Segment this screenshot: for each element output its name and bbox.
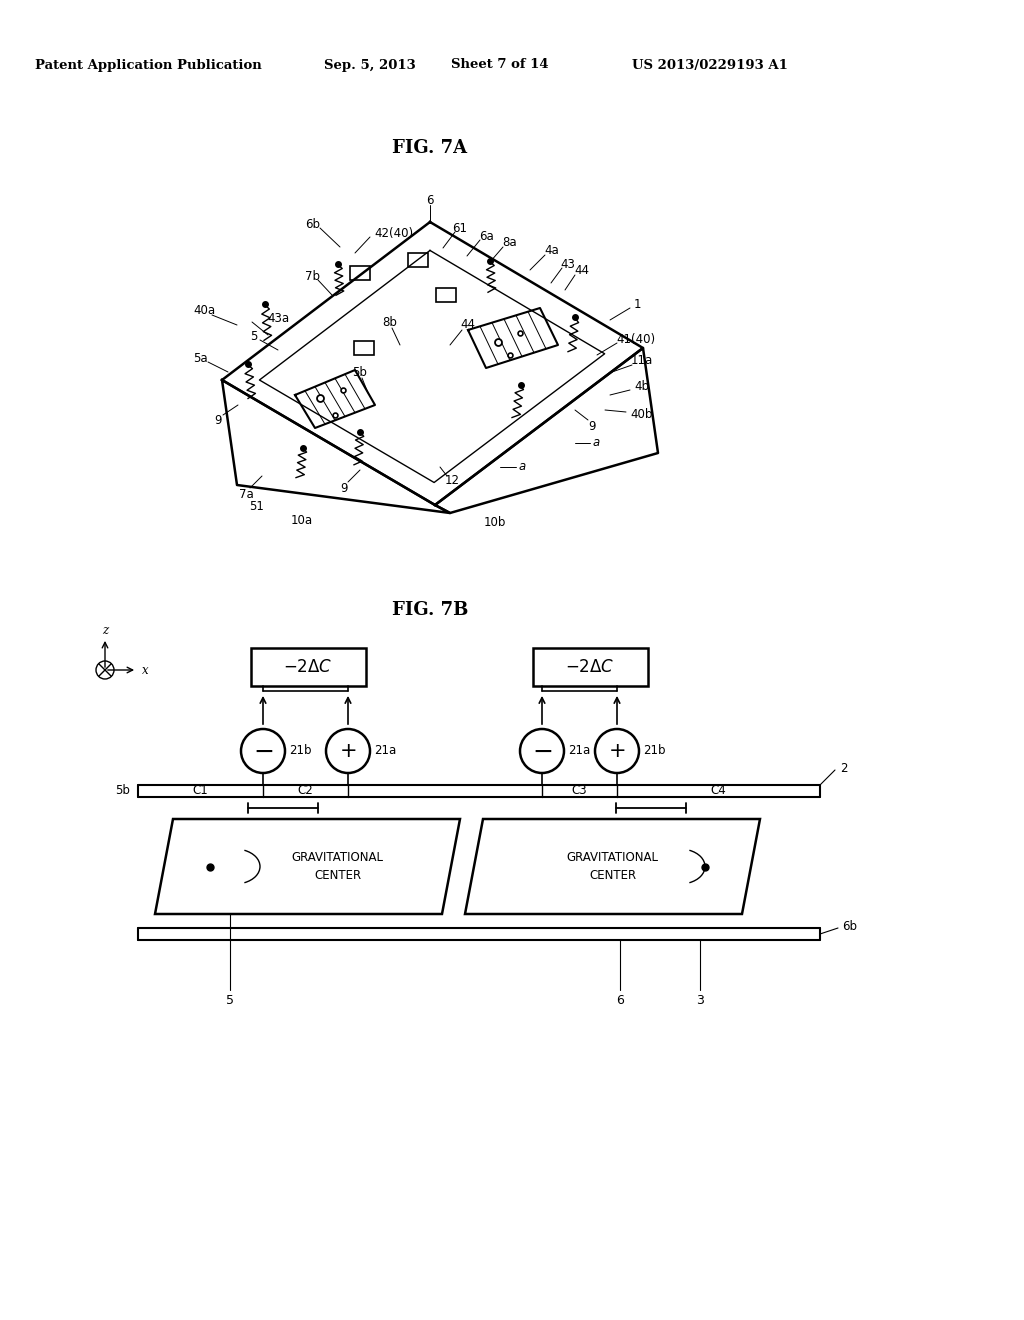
Text: CENTER: CENTER xyxy=(314,869,361,882)
Text: 10a: 10a xyxy=(291,513,313,527)
Text: z: z xyxy=(101,623,109,636)
Text: 4b: 4b xyxy=(635,380,649,393)
Text: a: a xyxy=(518,461,525,474)
Text: 3: 3 xyxy=(696,994,703,1006)
Text: 21b: 21b xyxy=(289,744,311,758)
Text: $-$: $-$ xyxy=(531,739,552,763)
Text: 44: 44 xyxy=(461,318,475,331)
Text: 42(40): 42(40) xyxy=(375,227,414,239)
Text: 21b: 21b xyxy=(643,744,666,758)
Text: 9: 9 xyxy=(588,420,596,433)
Text: 43a: 43a xyxy=(267,312,289,325)
Text: 40a: 40a xyxy=(193,305,215,318)
Text: 12: 12 xyxy=(444,474,460,487)
Text: $+$: $+$ xyxy=(608,741,626,762)
Text: 6: 6 xyxy=(426,194,434,206)
Text: 9: 9 xyxy=(214,414,222,428)
Text: C1: C1 xyxy=(193,784,208,797)
Text: 7a: 7a xyxy=(239,487,253,500)
Text: 21a: 21a xyxy=(568,744,590,758)
Text: 10b: 10b xyxy=(483,516,506,528)
Text: 43: 43 xyxy=(560,257,575,271)
Text: 51: 51 xyxy=(250,499,264,512)
Text: 41(40): 41(40) xyxy=(616,333,655,346)
Text: $+$: $+$ xyxy=(339,741,356,762)
Text: 7b: 7b xyxy=(304,269,319,282)
Text: 40b: 40b xyxy=(631,408,653,421)
Text: C3: C3 xyxy=(571,784,588,797)
Text: 2: 2 xyxy=(840,762,848,775)
Text: $-2\Delta C$: $-2\Delta C$ xyxy=(565,657,614,676)
Text: C2: C2 xyxy=(298,784,313,797)
Text: 6b: 6b xyxy=(305,218,321,231)
Text: 5: 5 xyxy=(226,994,234,1006)
Text: 9: 9 xyxy=(340,482,348,495)
Text: GRAVITATIONAL: GRAVITATIONAL xyxy=(566,851,658,865)
Text: 6: 6 xyxy=(616,994,624,1006)
Text: 5b: 5b xyxy=(352,367,368,380)
Text: 5a: 5a xyxy=(193,351,207,364)
Text: 11a: 11a xyxy=(631,355,653,367)
Text: Patent Application Publication: Patent Application Publication xyxy=(35,58,261,71)
Text: 6b: 6b xyxy=(842,920,857,932)
Text: 1: 1 xyxy=(633,298,641,312)
Text: $-$: $-$ xyxy=(253,739,273,763)
Text: 6a: 6a xyxy=(479,230,495,243)
Text: FIG. 7B: FIG. 7B xyxy=(392,601,468,619)
Text: 8a: 8a xyxy=(503,236,517,249)
Text: CENTER: CENTER xyxy=(589,869,636,882)
Text: 4a: 4a xyxy=(545,244,559,257)
Text: 5b: 5b xyxy=(115,784,130,797)
Text: C4: C4 xyxy=(711,784,726,797)
Text: Sep. 5, 2013: Sep. 5, 2013 xyxy=(325,58,416,71)
Text: 21a: 21a xyxy=(374,744,396,758)
Text: x: x xyxy=(141,664,148,676)
Text: a: a xyxy=(592,437,600,450)
Text: 61: 61 xyxy=(453,222,468,235)
Text: FIG. 7A: FIG. 7A xyxy=(392,139,468,157)
Text: 8b: 8b xyxy=(383,317,397,330)
Text: 44: 44 xyxy=(574,264,590,277)
Text: US 2013/0229193 A1: US 2013/0229193 A1 xyxy=(632,58,787,71)
Text: Sheet 7 of 14: Sheet 7 of 14 xyxy=(452,58,549,71)
Text: GRAVITATIONAL: GRAVITATIONAL xyxy=(292,851,384,865)
Text: 5: 5 xyxy=(250,330,258,342)
Text: $-2\Delta C$: $-2\Delta C$ xyxy=(284,657,333,676)
